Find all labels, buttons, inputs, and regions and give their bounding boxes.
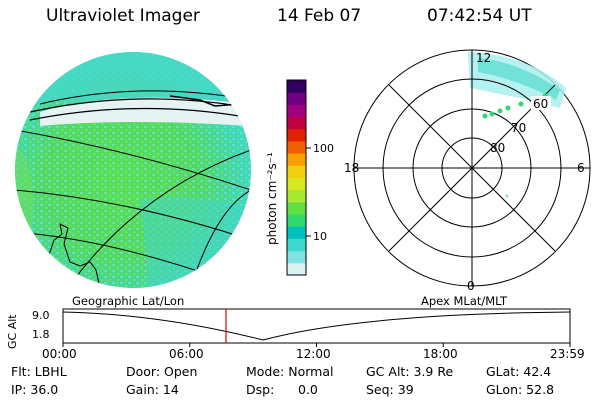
colorbar-segment [287, 226, 306, 239]
mlt-label-12: 12 [476, 51, 491, 65]
colorbar-segment [287, 128, 306, 142]
geographic-image [15, 52, 251, 288]
colorbar-segment [287, 214, 306, 227]
time-tick-1800: 18:00 [423, 347, 458, 361]
colorbar-segment [287, 153, 306, 166]
observation-time: 07:42:54 UT [427, 6, 532, 26]
colorbar-segment [287, 262, 306, 276]
auroral-oval-core [478, 58, 560, 100]
status-glat: GLat: 42.4 [486, 364, 552, 379]
alt-tick-high: 9.0 [32, 309, 50, 322]
altitude-plot: 9.0 1.8 GC Alt 00:00 06:00 12:00 18:00 2… [6, 308, 585, 361]
time-tick-0600: 06:00 [169, 347, 204, 361]
time-tick-0000: 00:00 [42, 347, 77, 361]
status-door: Door: Open [126, 364, 198, 379]
geo-panel-label: Geographic Lat/Lon [72, 294, 184, 308]
polar-panel-label: Apex MLat/MLT [421, 294, 508, 308]
colorbar-segment [287, 238, 306, 252]
mlt-label-0: 0 [467, 279, 475, 293]
observation-date: 14 Feb 07 [277, 6, 362, 26]
time-tick-1200: 12:00 [296, 347, 331, 361]
mlt-label-6: 6 [577, 161, 585, 175]
altitude-frame [62, 308, 571, 344]
status-dsp-label: Dsp: [246, 382, 275, 397]
colorbar-segment [287, 177, 306, 191]
lat-label-60: 60 [533, 97, 548, 111]
colorbar-label-10: 10 [313, 230, 327, 243]
lat-label-70: 70 [511, 121, 526, 135]
colorbar-segment [287, 104, 306, 118]
status-seq: Seq: 39 [366, 382, 414, 397]
colorbar-segment [287, 92, 306, 105]
lat-label-80: 80 [490, 141, 505, 155]
status-dsp-value: 0.0 [298, 382, 318, 397]
status-gc-alt: GC Alt: 3.9 Re [366, 364, 454, 379]
colorbar-segment [287, 116, 306, 130]
lat-label-bg [531, 96, 551, 110]
status-ip: IP: 36.0 [11, 382, 59, 397]
colorbar-segment [287, 201, 306, 215]
colorbar-unit-label: photon cm⁻²s⁻¹ [265, 152, 279, 245]
colorbar-label-100: 100 [313, 142, 334, 155]
alt-axis-label: GC Alt [6, 314, 19, 349]
colorbar-segment [287, 80, 306, 93]
alt-tick-low: 1.8 [32, 328, 50, 341]
polar-plot: 12 18 6 0 60 70 80 [344, 49, 591, 293]
time-axis-ticks [62, 343, 571, 347]
status-mode: Mode: Normal [246, 364, 334, 379]
time-tick-2359: 23:59 [550, 347, 585, 361]
status-glon: GLon: 52.8 [486, 382, 555, 397]
altitude-curve [62, 311, 571, 341]
mlt-label-18: 18 [344, 161, 359, 175]
color-scale-frame [286, 79, 307, 276]
instrument-title: Ultraviolet Imager [46, 6, 200, 26]
status-gain: Gain: 14 [126, 382, 179, 397]
colorbar-segment [287, 189, 306, 203]
colorbar-segment [287, 250, 306, 264]
status-filter: Flt: LBHL [11, 364, 67, 379]
color-scale-bar [287, 80, 306, 276]
colorbar-segment [287, 165, 306, 178]
colorbar-segment [287, 140, 306, 154]
